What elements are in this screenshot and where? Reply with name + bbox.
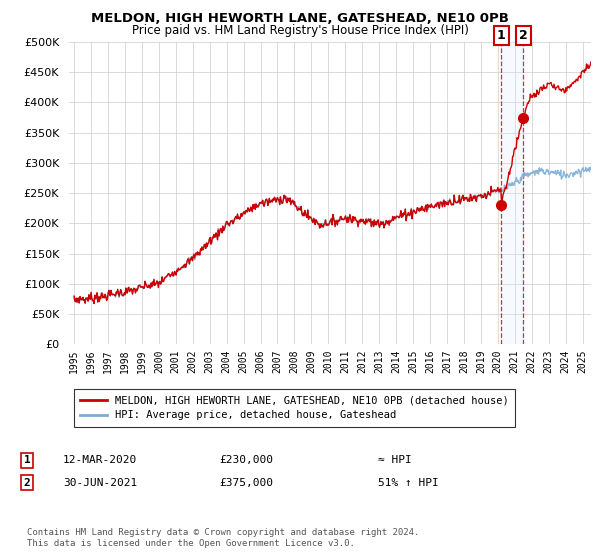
- Text: 2: 2: [23, 478, 31, 488]
- Text: 51% ↑ HPI: 51% ↑ HPI: [378, 478, 439, 488]
- Text: 12-MAR-2020: 12-MAR-2020: [63, 455, 137, 465]
- Text: 30-JUN-2021: 30-JUN-2021: [63, 478, 137, 488]
- Bar: [501, 42, 523, 344]
- Text: Contains HM Land Registry data © Crown copyright and database right 2024.
This d: Contains HM Land Registry data © Crown c…: [27, 528, 419, 548]
- Legend: MELDON, HIGH HEWORTH LANE, GATESHEAD, NE10 0PB (detached house), HPI: Average pr: MELDON, HIGH HEWORTH LANE, GATESHEAD, NE…: [74, 389, 515, 427]
- Text: ≈ HPI: ≈ HPI: [378, 455, 412, 465]
- Text: £230,000: £230,000: [219, 455, 273, 465]
- Text: Price paid vs. HM Land Registry's House Price Index (HPI): Price paid vs. HM Land Registry's House …: [131, 24, 469, 37]
- Text: 1: 1: [23, 455, 31, 465]
- Text: 2: 2: [518, 29, 527, 42]
- Text: £375,000: £375,000: [219, 478, 273, 488]
- Text: 1: 1: [497, 29, 505, 42]
- Text: MELDON, HIGH HEWORTH LANE, GATESHEAD, NE10 0PB: MELDON, HIGH HEWORTH LANE, GATESHEAD, NE…: [91, 12, 509, 25]
